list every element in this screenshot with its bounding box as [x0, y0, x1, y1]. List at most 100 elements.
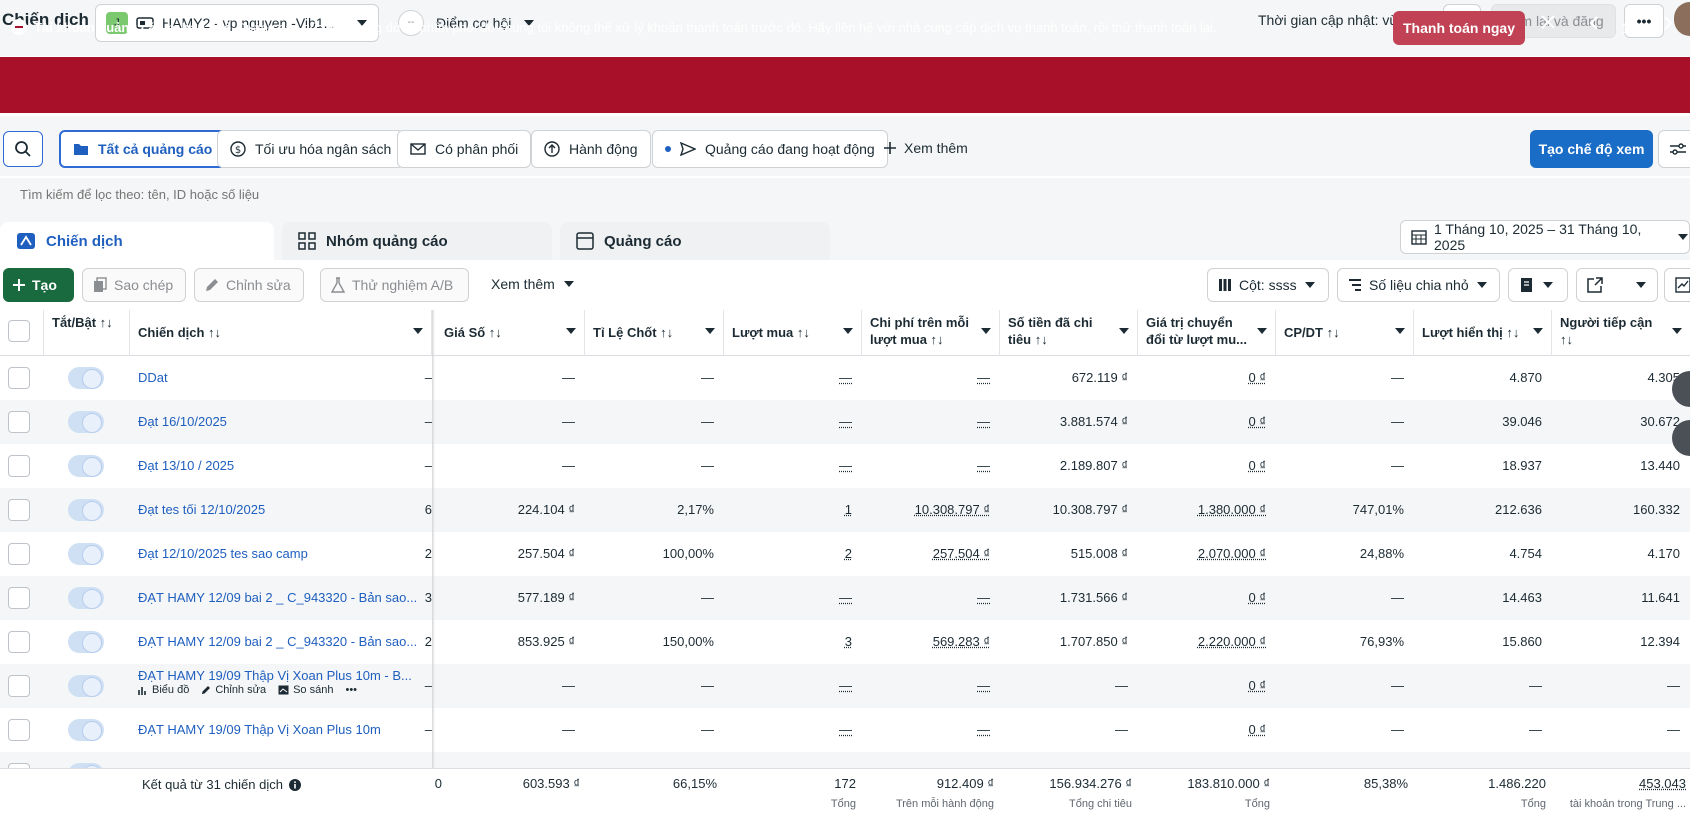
search-button[interactable] — [3, 131, 43, 167]
row-checkbox[interactable] — [8, 367, 30, 389]
info-icon[interactable] — [289, 779, 301, 791]
tab-adsets[interactable]: Nhóm quảng cáo — [282, 222, 552, 260]
table-row[interactable]: Đạt tes tối 12/10/2025 6 224.104 ₫ 2,17% 1 10… — [0, 488, 1690, 532]
row-checkbox[interactable] — [8, 675, 30, 697]
filter-settings-button[interactable] — [1658, 130, 1690, 168]
row-action-chart[interactable]: Biểu đồ — [138, 684, 189, 696]
cell-cpp[interactable]: — — [862, 444, 1000, 488]
cell-purchases[interactable]: 3 — [724, 620, 862, 664]
row-action-more[interactable]: ••• — [345, 684, 357, 696]
header-cp-dt[interactable]: CP/DT ↑↓ — [1276, 310, 1414, 356]
cell-purchases[interactable]: — — [724, 664, 862, 708]
table-row[interactable]: ĐẠT HAMY 12/09 bai 2 _ C_943320 - Bản sa… — [0, 576, 1690, 620]
chevron-right-icon[interactable] — [1663, 15, 1673, 31]
cell-cpp[interactable]: — — [862, 576, 1000, 620]
pay-now-button[interactable]: Thanh toán ngay — [1393, 11, 1525, 45]
tab-campaigns[interactable]: Chiến dịch — [0, 222, 274, 260]
table-row[interactable]: ĐẠT HAMY 12/09 bai 2 _ C_943320 - Bản sa… — [0, 620, 1690, 664]
header-toggle[interactable]: Tắt/Bật ↑↓ — [44, 310, 130, 356]
campaign-toggle[interactable] — [68, 411, 104, 433]
campaign-name-link[interactable]: DDat — [138, 356, 426, 400]
header-purchases[interactable]: Lượt mua ↑↓ — [724, 310, 862, 356]
header-price[interactable]: Giá Số ↑↓ — [436, 310, 585, 356]
create-button[interactable]: Tạo — [3, 268, 74, 302]
chip-delivering[interactable]: Có phân phối — [397, 130, 531, 168]
campaign-name-link[interactable]: ĐẠT HAMY 12/09 bai 2 _ C_943320 - Bản sa… — [138, 620, 426, 664]
cell-cpp[interactable]: 569.283 ₫ — [862, 620, 1000, 664]
table-row[interactable]: Đạt 16/10/2025 – — — — — 3.881.574 ₫ 0 ₫ — 39.046… — [0, 400, 1690, 444]
export-button[interactable] — [1576, 268, 1658, 302]
cell-conv[interactable]: 0 ₫ — [1138, 664, 1276, 708]
chip-all-ads[interactable]: Tất cả quảng cáo — [59, 130, 226, 168]
cell-cpp[interactable]: — — [862, 400, 1000, 444]
header-campaign[interactable]: Chiến dịch ↑↓ — [130, 310, 432, 356]
row-checkbox[interactable] — [8, 455, 30, 477]
row-action-compare[interactable]: So sánh — [278, 684, 333, 696]
header-cost-per-purchase[interactable]: Chi phí trên mỗi lượt mua ↑↓ — [862, 310, 1000, 356]
reports-button[interactable] — [1508, 268, 1568, 302]
table-row[interactable]: Đạt 13/10 / 2025 – — — — — 2.189.807 ₫ 0 ₫ — 18.9… — [0, 444, 1690, 488]
cell-purchases[interactable]: — — [724, 444, 862, 488]
header-close-rate[interactable]: Tỉ Lệ Chốt ↑↓ — [585, 310, 724, 356]
campaign-toggle[interactable] — [68, 455, 104, 477]
row-action-edit[interactable]: Chỉnh sửa — [201, 684, 266, 696]
row-checkbox[interactable] — [8, 499, 30, 521]
cell-conv[interactable]: 2.070.000 ₫ — [1138, 532, 1276, 576]
see-more-filters[interactable]: Xem thêm — [884, 140, 968, 156]
campaign-toggle[interactable] — [68, 675, 104, 697]
search-input[interactable] — [8, 180, 1678, 208]
breakdown-button[interactable]: Số liệu chia nhỏ — [1337, 268, 1500, 302]
cell-purchases[interactable]: 2 — [724, 532, 862, 576]
campaign-name-link[interactable]: Đạt 13/10 / 2025 — [138, 444, 426, 488]
cell-cpp[interactable]: — — [862, 356, 1000, 400]
campaign-toggle[interactable] — [68, 499, 104, 521]
campaign-toggle[interactable] — [68, 631, 104, 653]
close-icon[interactable] — [1540, 14, 1556, 30]
cell-cpp[interactable]: — — [862, 708, 1000, 752]
cell-purchases[interactable]: — — [724, 400, 862, 444]
cell-conv[interactable]: 0 ₫ — [1138, 576, 1276, 620]
campaign-name-link[interactable]: ĐẠT HAMY 12/09 bai 2 _ C_943320 - Bản sa… — [138, 576, 426, 620]
row-checkbox[interactable] — [8, 631, 30, 653]
chip-actions[interactable]: Hành động — [531, 130, 651, 168]
cell-conv[interactable]: 0 ₫ — [1138, 400, 1276, 444]
cell-cpp[interactable]: 257.504 ₫ — [862, 532, 1000, 576]
cell-purchases[interactable]: — — [724, 356, 862, 400]
row-checkbox[interactable] — [8, 719, 30, 741]
cell-conv[interactable]: 2.220.000 ₫ — [1138, 620, 1276, 664]
header-reach[interactable]: Người tiếp cận ↑↓ — [1552, 310, 1690, 356]
cell-conv[interactable]: 0 ₫ — [1138, 356, 1276, 400]
cell-purchases[interactable]: — — [724, 708, 862, 752]
duplicate-button[interactable]: Sao chép — [82, 268, 186, 302]
chart-view-button[interactable] — [1664, 268, 1690, 302]
toolbar-see-more[interactable]: Xem thêm — [491, 276, 575, 292]
cell-conv[interactable]: 0 ₫ — [1138, 444, 1276, 488]
campaign-name-link[interactable]: Đạt 16/10/2025 — [138, 400, 426, 444]
row-checkbox[interactable] — [8, 543, 30, 565]
chip-active-ads[interactable]: Quảng cáo đang hoạt động — [652, 130, 888, 168]
select-all-checkbox[interactable] — [8, 320, 30, 342]
date-range-picker[interactable]: 1 Tháng 10, 2025 – 31 Tháng 10, 2025 — [1400, 220, 1690, 254]
cell-purchases[interactable]: — — [724, 576, 862, 620]
campaign-toggle[interactable] — [68, 543, 104, 565]
campaign-toggle[interactable] — [68, 367, 104, 389]
table-row[interactable]: ĐẠT HAMY 19/09 Thập Vị Xoan Plus 10m – — — —… — [0, 708, 1690, 752]
row-checkbox[interactable] — [8, 411, 30, 433]
row-checkbox[interactable] — [8, 587, 30, 609]
ab-test-button[interactable]: Thử nghiệm A/B — [320, 268, 469, 302]
header-impressions[interactable]: Lượt hiển thị ↑↓ — [1414, 310, 1552, 356]
cell-cpp[interactable]: 10.308.797 ₫ — [862, 488, 1000, 532]
columns-button[interactable]: Cột: ssss — [1207, 268, 1329, 302]
header-conversion-value[interactable]: Giá trị chuyển đổi từ lượt mu... — [1138, 310, 1276, 356]
campaign-name-link[interactable]: Đạt tes tối 12/10/2025 — [138, 488, 426, 532]
campaign-name-link[interactable]: Đạt 12/10/2025 tes sao camp — [138, 532, 426, 576]
create-view-button[interactable]: Tạo chế độ xem — [1530, 130, 1653, 168]
campaign-toggle[interactable] — [68, 587, 104, 609]
campaign-name-link[interactable]: ĐẠT HAMY 19/09 Thập Vị Xoan Plus 10m — [138, 708, 426, 752]
chevron-left-icon[interactable] — [1589, 15, 1599, 31]
chip-budget-optimization[interactable]: $ Tối ưu hóa ngân sách — [217, 130, 404, 168]
campaign-toggle[interactable] — [68, 719, 104, 741]
cell-conv[interactable]: 1.380.000 ₫ — [1138, 488, 1276, 532]
tab-ads[interactable]: Quảng cáo — [560, 222, 830, 260]
cell-purchases[interactable]: 1 — [724, 488, 862, 532]
